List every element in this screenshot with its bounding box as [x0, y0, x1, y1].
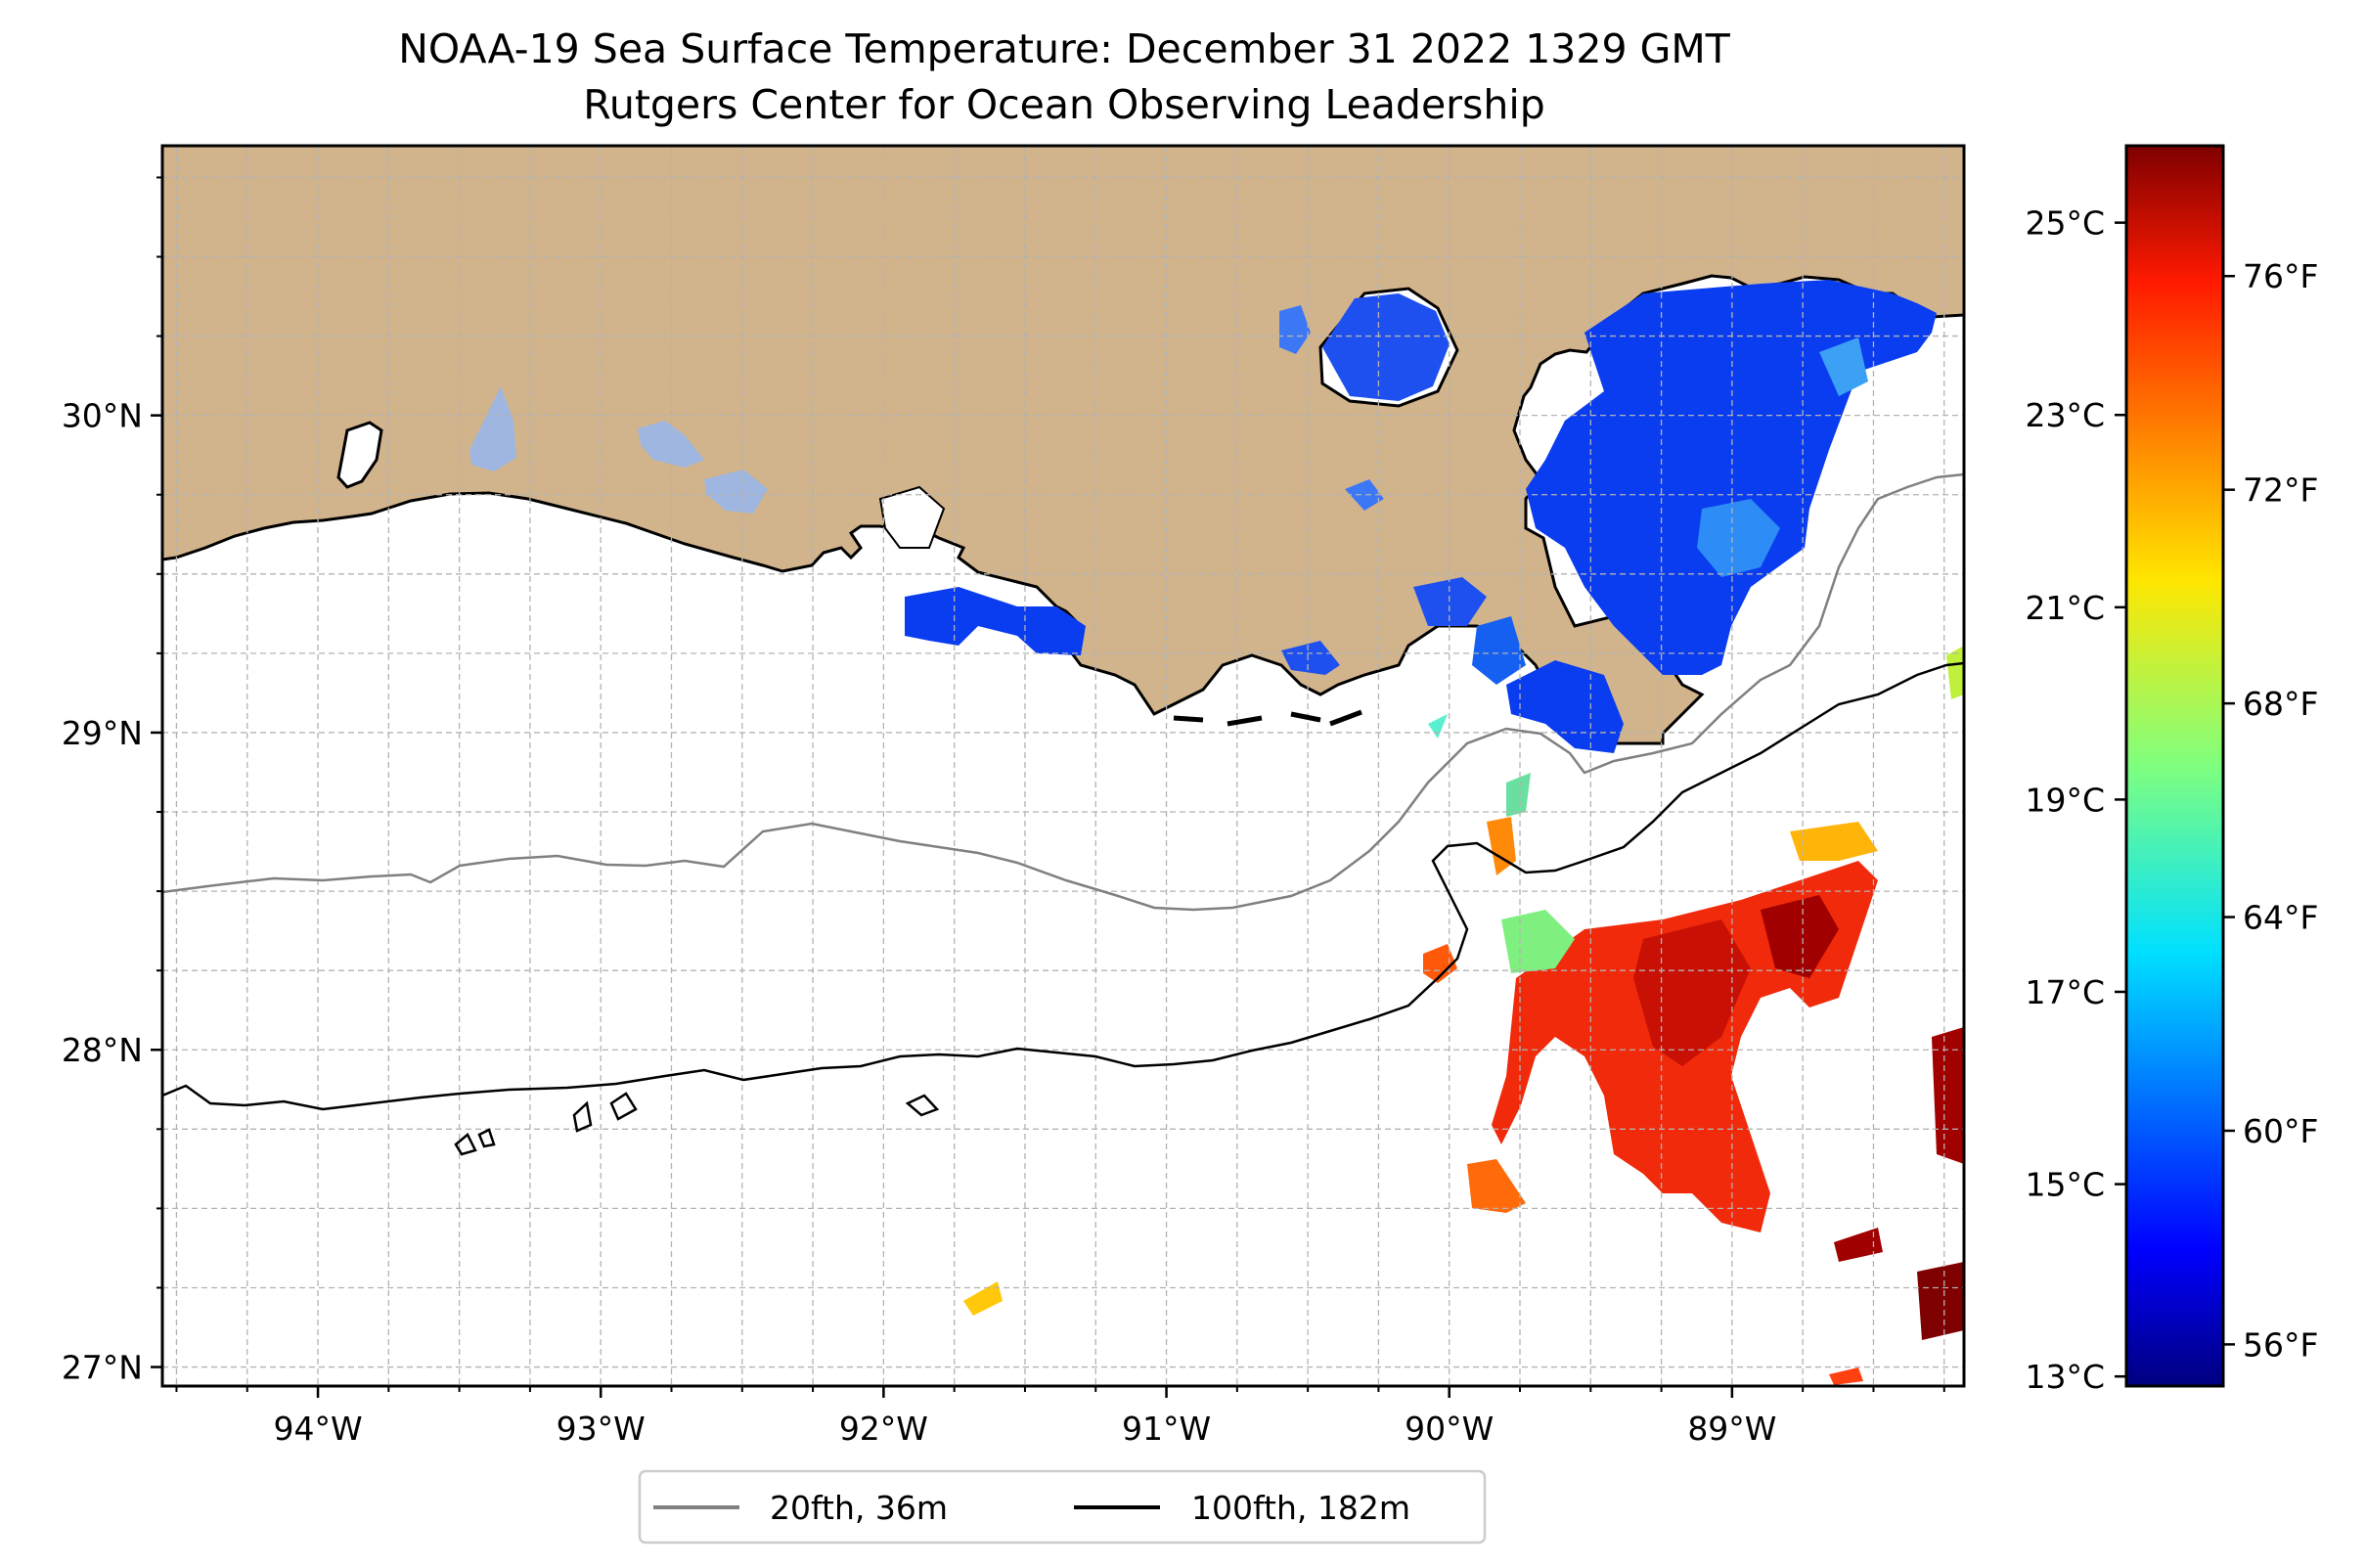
- celsius-tick-label: 15°C: [2025, 1166, 2105, 1204]
- legend-label-100fth: 100fth, 182m: [1191, 1489, 1410, 1527]
- sst-cold-patches: [905, 280, 1937, 817]
- inland-lake-1: [469, 386, 516, 471]
- celsius-tick-label: 19°C: [2025, 781, 2105, 819]
- lon-tick-label: 94°W: [273, 1410, 362, 1448]
- lon-tick-label: 92°W: [839, 1410, 928, 1448]
- lon-tick-label: 90°W: [1405, 1410, 1494, 1448]
- sst-warm-patches: [963, 646, 1964, 1385]
- isobath-20fth: [162, 472, 1964, 912]
- celsius-tick-label: 23°C: [2025, 396, 2105, 434]
- lon-tick-label: 89°W: [1687, 1410, 1776, 1448]
- barataria-bay: [878, 485, 946, 549]
- inland-lake-3: [704, 470, 768, 514]
- isobath-legend: 20fth, 36m 100fth, 182m: [638, 1469, 1487, 1545]
- fahrenheit-tick-label: 72°F: [2243, 471, 2318, 510]
- colorbar-gradient: [2124, 144, 2225, 1388]
- map-contents: [162, 146, 1964, 1386]
- lat-tick-label: 30°N: [62, 397, 143, 435]
- lat-tick-label: 27°N: [62, 1349, 143, 1387]
- figure-title-line-1: NOAA-19 Sea Surface Temperature: Decembe…: [398, 25, 1730, 72]
- celsius-tick-label: 21°C: [2025, 589, 2105, 627]
- lon-tick-label: 93°W: [557, 1410, 646, 1448]
- colorbar: 13°C 15°C 17°C 19°C 21°C 23°C 25°C 56°F 60°F 64°F…: [2025, 144, 2318, 1397]
- fahrenheit-tick-label: 60°F: [2243, 1112, 2318, 1150]
- celsius-tick-label: 25°C: [2025, 204, 2105, 243]
- legend-label-20fth: 20fth, 36m: [770, 1489, 948, 1527]
- map-gridlines: [162, 146, 1964, 1386]
- lat-tick-label: 28°N: [62, 1031, 143, 1069]
- fahrenheit-tick-label: 64°F: [2243, 899, 2318, 937]
- shelf-islands: [454, 1092, 940, 1156]
- map-axes: 94°W 93°W 92°W 91°W 90°W 89°W 27°N 28°N 29°N 30°N: [62, 176, 1945, 1448]
- fahrenheit-tick-label: 76°F: [2243, 257, 2318, 295]
- figure-title-line-2: Rutgers Center for Ocean Observing Leade…: [583, 81, 1545, 128]
- colorbar-ticks: 13°C 15°C 17°C 19°C 21°C 23°C 25°C 56°F 60°F 64°F…: [2025, 204, 2318, 1397]
- legend-box: [638, 1469, 1487, 1545]
- celsius-tick-label: 17°C: [2025, 973, 2105, 1011]
- isobath-100fth: [162, 661, 1964, 1111]
- lat-tick-label: 29°N: [62, 714, 143, 752]
- sabine-lake: [336, 421, 383, 489]
- fahrenheit-tick-label: 68°F: [2243, 685, 2318, 723]
- chandeleur-islands: [1173, 709, 1362, 727]
- lon-tick-label: 91°W: [1122, 1410, 1211, 1448]
- celsius-tick-label: 13°C: [2025, 1358, 2105, 1396]
- map-panel: 94°W 93°W 92°W 91°W 90°W 89°W 27°N 28°N 29°N 30°N: [62, 144, 1966, 1448]
- fahrenheit-tick-label: 56°F: [2243, 1325, 2318, 1364]
- map-frame: [160, 144, 1966, 1388]
